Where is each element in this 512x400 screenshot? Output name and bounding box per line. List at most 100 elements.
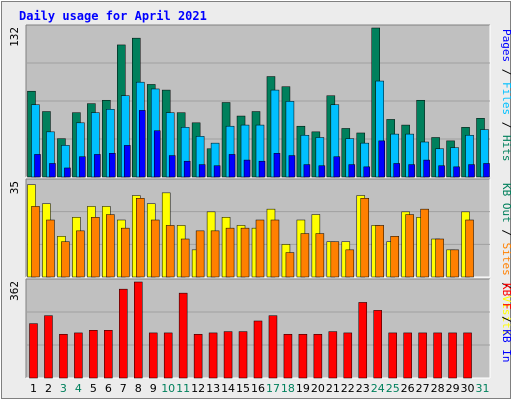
- pages-bar: [438, 165, 445, 178]
- sites-bar: [315, 233, 325, 278]
- kbytes-bar: [298, 333, 308, 379]
- legend-separator: /: [500, 62, 512, 82]
- sites-bar: [76, 230, 85, 278]
- legend-item: Files: [500, 82, 512, 115]
- sites-bar: [46, 219, 55, 278]
- panel-legend: Pages / Files / Hits: [500, 29, 512, 162]
- x-tick-label: 22: [341, 382, 355, 395]
- x-tick-label: 30: [461, 382, 475, 395]
- sites-bar: [225, 227, 235, 278]
- x-tick-label: 6: [105, 382, 112, 395]
- legend-separator: /: [500, 115, 512, 135]
- pages-bar: [318, 165, 326, 178]
- sites-bar: [106, 214, 115, 278]
- pages-bar: [79, 156, 86, 178]
- kbytes-bar: [104, 330, 113, 379]
- kbytes-bar: [463, 332, 472, 379]
- sites-bar: [435, 238, 444, 278]
- sites-bar: [165, 225, 175, 278]
- y-max-label: 132: [8, 27, 21, 47]
- pages-bar: [288, 155, 296, 178]
- sites-bar: [465, 219, 474, 278]
- kbytes-bar: [44, 315, 53, 379]
- sites-bar: [61, 241, 70, 278]
- pages-bar: [363, 166, 371, 178]
- pages-bar: [213, 165, 221, 178]
- x-axis-labels: 1 2 3 4 5 6 7 8 9 10 11 12 13 14 15 16 17 18 19 20 21 22 23 24 2…: [30, 382, 490, 395]
- x-tick-label: 10: [161, 382, 175, 395]
- x-tick-label: 12: [191, 382, 205, 395]
- kbytes-bar: [328, 331, 338, 379]
- legend-item: KB F: [500, 283, 512, 310]
- sites-bar: [375, 225, 384, 278]
- x-tick-label: 14: [221, 382, 235, 395]
- pages-bar: [183, 160, 191, 178]
- sites-bar: [300, 233, 310, 278]
- panel-legend: KB F / KB In: [500, 283, 512, 363]
- pages-bar: [333, 156, 341, 178]
- kbytes-bar: [403, 332, 412, 379]
- pages-bar: [348, 164, 356, 178]
- legend-item: KB Out: [500, 183, 512, 223]
- kbytes-bar: [89, 330, 98, 379]
- sites-bar: [136, 198, 145, 278]
- x-tick-label: 8: [135, 382, 142, 395]
- x-tick-label: 7: [120, 382, 127, 395]
- kbytes-bar: [253, 320, 263, 379]
- x-tick-label: 4: [75, 382, 82, 395]
- pages-bar: [109, 153, 116, 178]
- pages-bar: [49, 163, 56, 178]
- sites-bar: [91, 217, 100, 278]
- kbytes-bar: [388, 332, 397, 379]
- kbytes-bar: [163, 332, 173, 379]
- x-tick-label: 5: [90, 382, 97, 395]
- sites-bar: [420, 208, 429, 278]
- x-tick-label: 20: [311, 382, 325, 395]
- sites-bar: [180, 238, 190, 278]
- pages-bar: [483, 163, 490, 178]
- x-tick-label: 25: [386, 382, 400, 395]
- pages-bar: [168, 155, 176, 178]
- kbytes-bar: [433, 332, 442, 379]
- panel-2: 35 KB Out / Sites / Visits: [8, 178, 512, 335]
- kbytes-bar: [178, 292, 188, 379]
- legend-item: KB In: [500, 329, 512, 362]
- kbytes-bar: [119, 288, 128, 379]
- pages-bar: [258, 160, 266, 178]
- sites-bar: [195, 230, 205, 278]
- x-tick-label: 1: [30, 382, 37, 395]
- pages-bar: [378, 140, 385, 178]
- y-max-label: 362: [8, 281, 21, 301]
- pages-bar: [198, 164, 206, 178]
- x-tick-label: 17: [266, 382, 280, 395]
- pages-bar: [423, 159, 430, 178]
- x-tick-label: 9: [150, 382, 157, 395]
- x-tick-label: 29: [446, 382, 460, 395]
- x-tick-label: 23: [356, 382, 370, 395]
- sites-bar: [450, 249, 459, 278]
- y-max-label: 35: [8, 181, 21, 194]
- x-tick-label: 19: [296, 382, 310, 395]
- sites-bar: [255, 219, 265, 278]
- pages-bar: [124, 145, 131, 178]
- kbytes-bar: [358, 302, 368, 379]
- pages-bar: [139, 110, 146, 178]
- sites-bar: [390, 236, 399, 278]
- sites-bar: [240, 227, 250, 278]
- panel-legend: KB Out / Sites / Visits: [500, 183, 512, 335]
- legend-separator: /: [500, 276, 512, 296]
- legend-item: Pages: [500, 29, 512, 62]
- sites-bar: [360, 198, 370, 278]
- kbytes-bar: [283, 333, 293, 379]
- pages-bar: [273, 153, 281, 178]
- pages-bar: [393, 163, 400, 178]
- x-tick-label: 31: [476, 382, 490, 395]
- kbytes-bar: [134, 281, 143, 379]
- kbytes-bar: [238, 331, 248, 379]
- sites-bar: [285, 252, 295, 278]
- kbytes-bar: [268, 315, 278, 379]
- legend-separator: /: [500, 223, 512, 243]
- panel-3: 362 KB F / KB In: [8, 278, 512, 379]
